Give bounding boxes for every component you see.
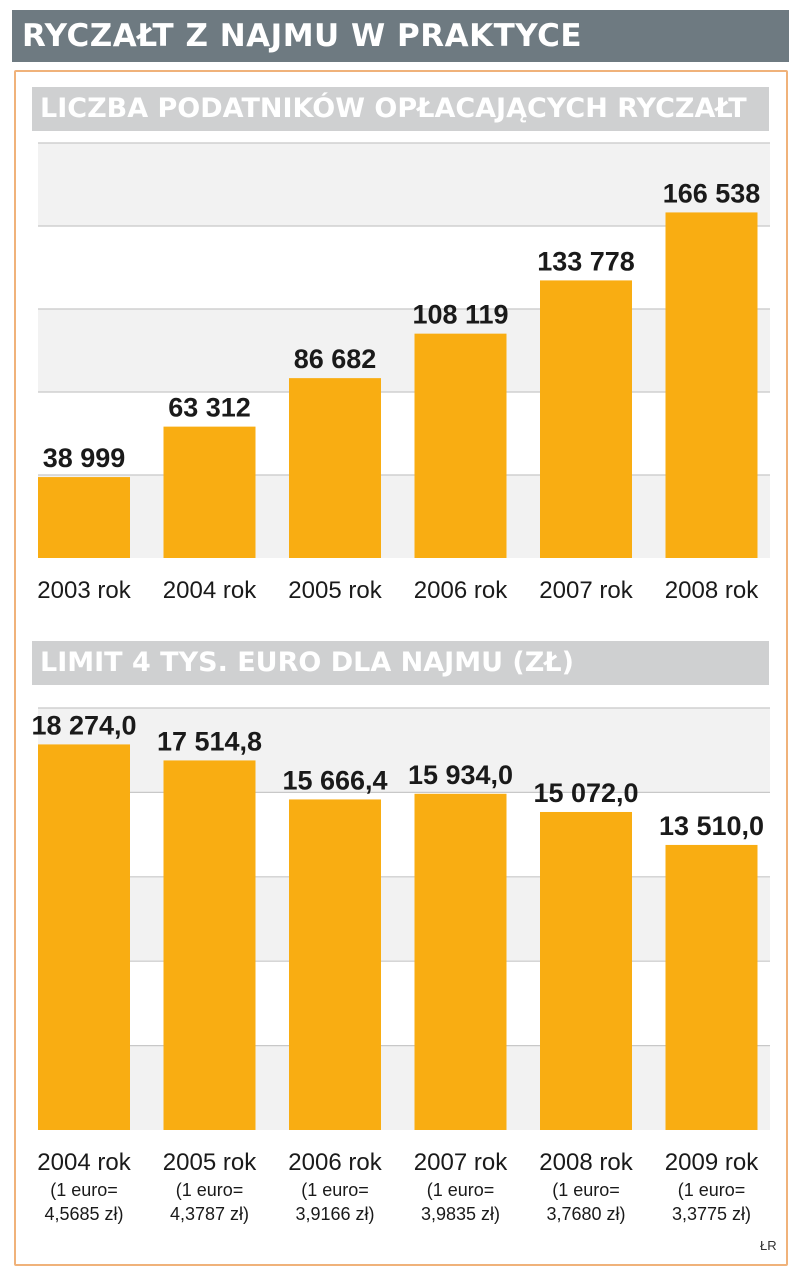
chart2-note-3-line-2: 3,9166 zł) [295, 1204, 374, 1224]
chart1-value-label-1: 38 999 [43, 443, 126, 473]
chart1-category-label-3: 2005 rok [288, 577, 382, 604]
chart1-bar-3 [289, 378, 381, 558]
chart2-category-label-6: 2009 rok [665, 1149, 759, 1176]
chart1-value-label-5: 133 778 [537, 246, 635, 276]
chart2-note-1-line-1: (1 euro= [50, 1180, 118, 1200]
chart1-category-label-5: 2007 rok [539, 577, 633, 604]
chart1-bar-4 [414, 333, 507, 558]
chart2-note-5-line-1: (1 euro= [552, 1180, 620, 1200]
chart2-value-label-2: 17 514,8 [157, 726, 262, 756]
chart2-title: LIMIT 4 TYS. EURO DLA NAJMU (ZŁ) [32, 641, 769, 685]
chart1-bar-2 [163, 426, 256, 558]
chart1-value-label-6: 166 538 [663, 178, 761, 208]
chart2-bar-5 [540, 811, 632, 1130]
chart2-note-4-line-2: 3,9835 zł) [421, 1204, 500, 1224]
chart2-note-2-line-2: 4,3787 zł) [170, 1204, 249, 1224]
chart1-value-label-4: 108 119 [412, 300, 508, 330]
chart2-band [38, 1045, 770, 1130]
chart1-category-label-6: 2008 rok [665, 577, 759, 604]
chart2-bar-1 [38, 744, 130, 1130]
chart2-note-5-line-2: 3,7680 zł) [546, 1204, 625, 1224]
chart2-band [38, 708, 770, 793]
chart1-band [38, 475, 770, 558]
chart2-value-label-6: 13 510,0 [659, 811, 764, 841]
chart2-value-label-4: 15 934,0 [408, 760, 513, 790]
chart1-bar-5 [540, 280, 632, 558]
main-title: RYCZAŁT Z NAJMU W PRAKTYCE [12, 10, 789, 62]
chart1-category-label-1: 2003 rok [37, 577, 131, 604]
chart2-category-label-2: 2005 rok [163, 1149, 257, 1176]
chart2-bar-4 [414, 793, 507, 1130]
chart1-category-label-2: 2004 rok [163, 577, 257, 604]
chart1-band [38, 143, 770, 226]
chart2-note-3-line-1: (1 euro= [301, 1180, 369, 1200]
chart2-band [38, 876, 770, 962]
chart2-note-6-line-2: 3,3775 zł) [672, 1204, 751, 1224]
credit-label: ŁR [760, 1238, 777, 1253]
chart1-value-label-2: 63 312 [168, 393, 251, 423]
chart2-bar-2 [163, 760, 256, 1130]
chart1-value-label-3: 86 682 [294, 344, 377, 374]
chart2-category-label-5: 2008 rok [539, 1149, 633, 1176]
chart1-title: LICZBA PODATNIKÓW OPŁACAJĄCYCH RYCZAŁT [32, 87, 769, 131]
chart2-bar-3 [289, 799, 381, 1130]
chart2-note-1-line-2: 4,5685 zł) [44, 1204, 123, 1224]
chart2-note-2-line-1: (1 euro= [176, 1180, 244, 1200]
chart2-note-6-line-1: (1 euro= [678, 1180, 746, 1200]
chart2-bar-6 [665, 844, 758, 1130]
chart2-value-label-3: 15 666,4 [282, 765, 387, 795]
chart2-category-label-1: 2004 rok [37, 1149, 131, 1176]
chart1-bar-1 [38, 477, 130, 558]
chart2-note-4-line-1: (1 euro= [427, 1180, 495, 1200]
chart1-bar-6 [665, 212, 758, 558]
chart1-category-label-4: 2006 rok [414, 577, 508, 604]
chart2-value-label-5: 15 072,0 [533, 778, 638, 808]
chart2-category-label-4: 2007 rok [414, 1149, 508, 1176]
chart2-value-label-1: 18 274,0 [31, 710, 136, 740]
chart2-category-label-3: 2006 rok [288, 1149, 382, 1176]
chart1-band [38, 309, 770, 392]
